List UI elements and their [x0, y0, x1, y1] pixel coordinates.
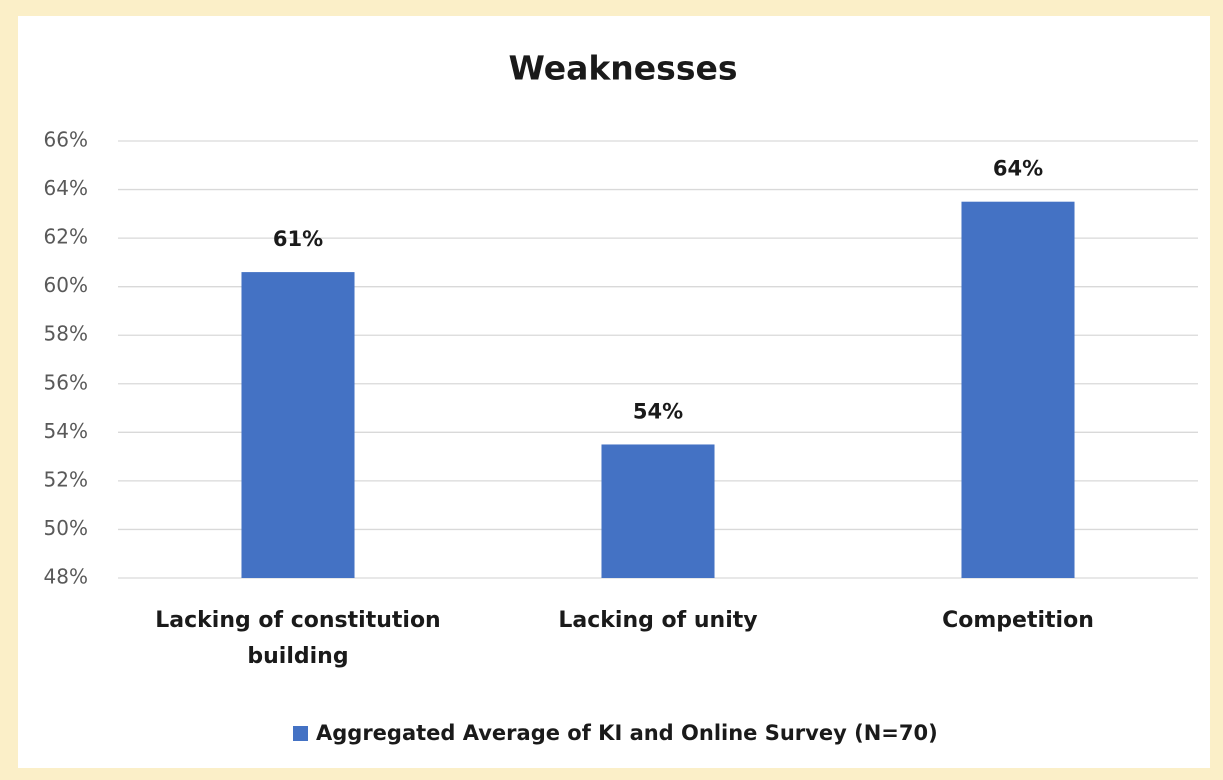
legend-swatch	[293, 726, 308, 741]
y-tick-label: 66%	[44, 128, 88, 152]
y-tick-label: 62%	[44, 225, 88, 249]
data-label: 64%	[993, 157, 1043, 181]
bar	[961, 201, 1075, 578]
x-tick-label: Lacking of unity	[558, 608, 758, 633]
x-tick-label: Lacking of constitution building	[155, 608, 441, 669]
y-tick-label: 60%	[44, 273, 88, 297]
bar	[241, 272, 355, 578]
data-label: 54%	[633, 399, 683, 423]
y-tick-label: 64%	[44, 176, 88, 200]
data-label: 61%	[273, 227, 323, 251]
y-tick-label: 56%	[44, 370, 88, 394]
legend-label: Aggregated Average of KI and Online Surv…	[316, 721, 938, 745]
chart-title: Weaknesses	[508, 49, 737, 88]
bar	[601, 444, 715, 578]
y-tick-label: 54%	[44, 419, 88, 443]
y-tick-label: 58%	[44, 322, 88, 346]
y-tick-label: 50%	[44, 516, 88, 540]
y-tick-label: 48%	[44, 565, 88, 589]
x-tick-label: Competition	[942, 608, 1094, 633]
y-tick-label: 52%	[44, 467, 88, 491]
